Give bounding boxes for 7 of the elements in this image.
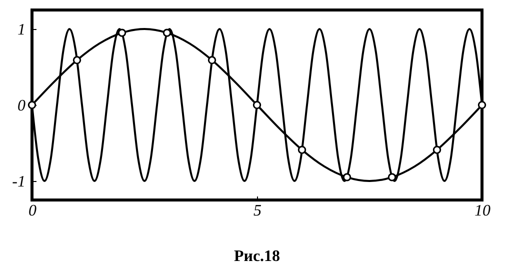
x-tick-label: 0 (28, 202, 36, 220)
y-tick-label: -1 (12, 174, 26, 190)
x-tick-label: 5 (254, 202, 262, 220)
text: Рис.18 (234, 248, 280, 265)
y-tick-label: 1 (18, 22, 26, 38)
y-tick-label: 0 (18, 98, 26, 114)
x-tick-label: 10 (474, 202, 490, 220)
